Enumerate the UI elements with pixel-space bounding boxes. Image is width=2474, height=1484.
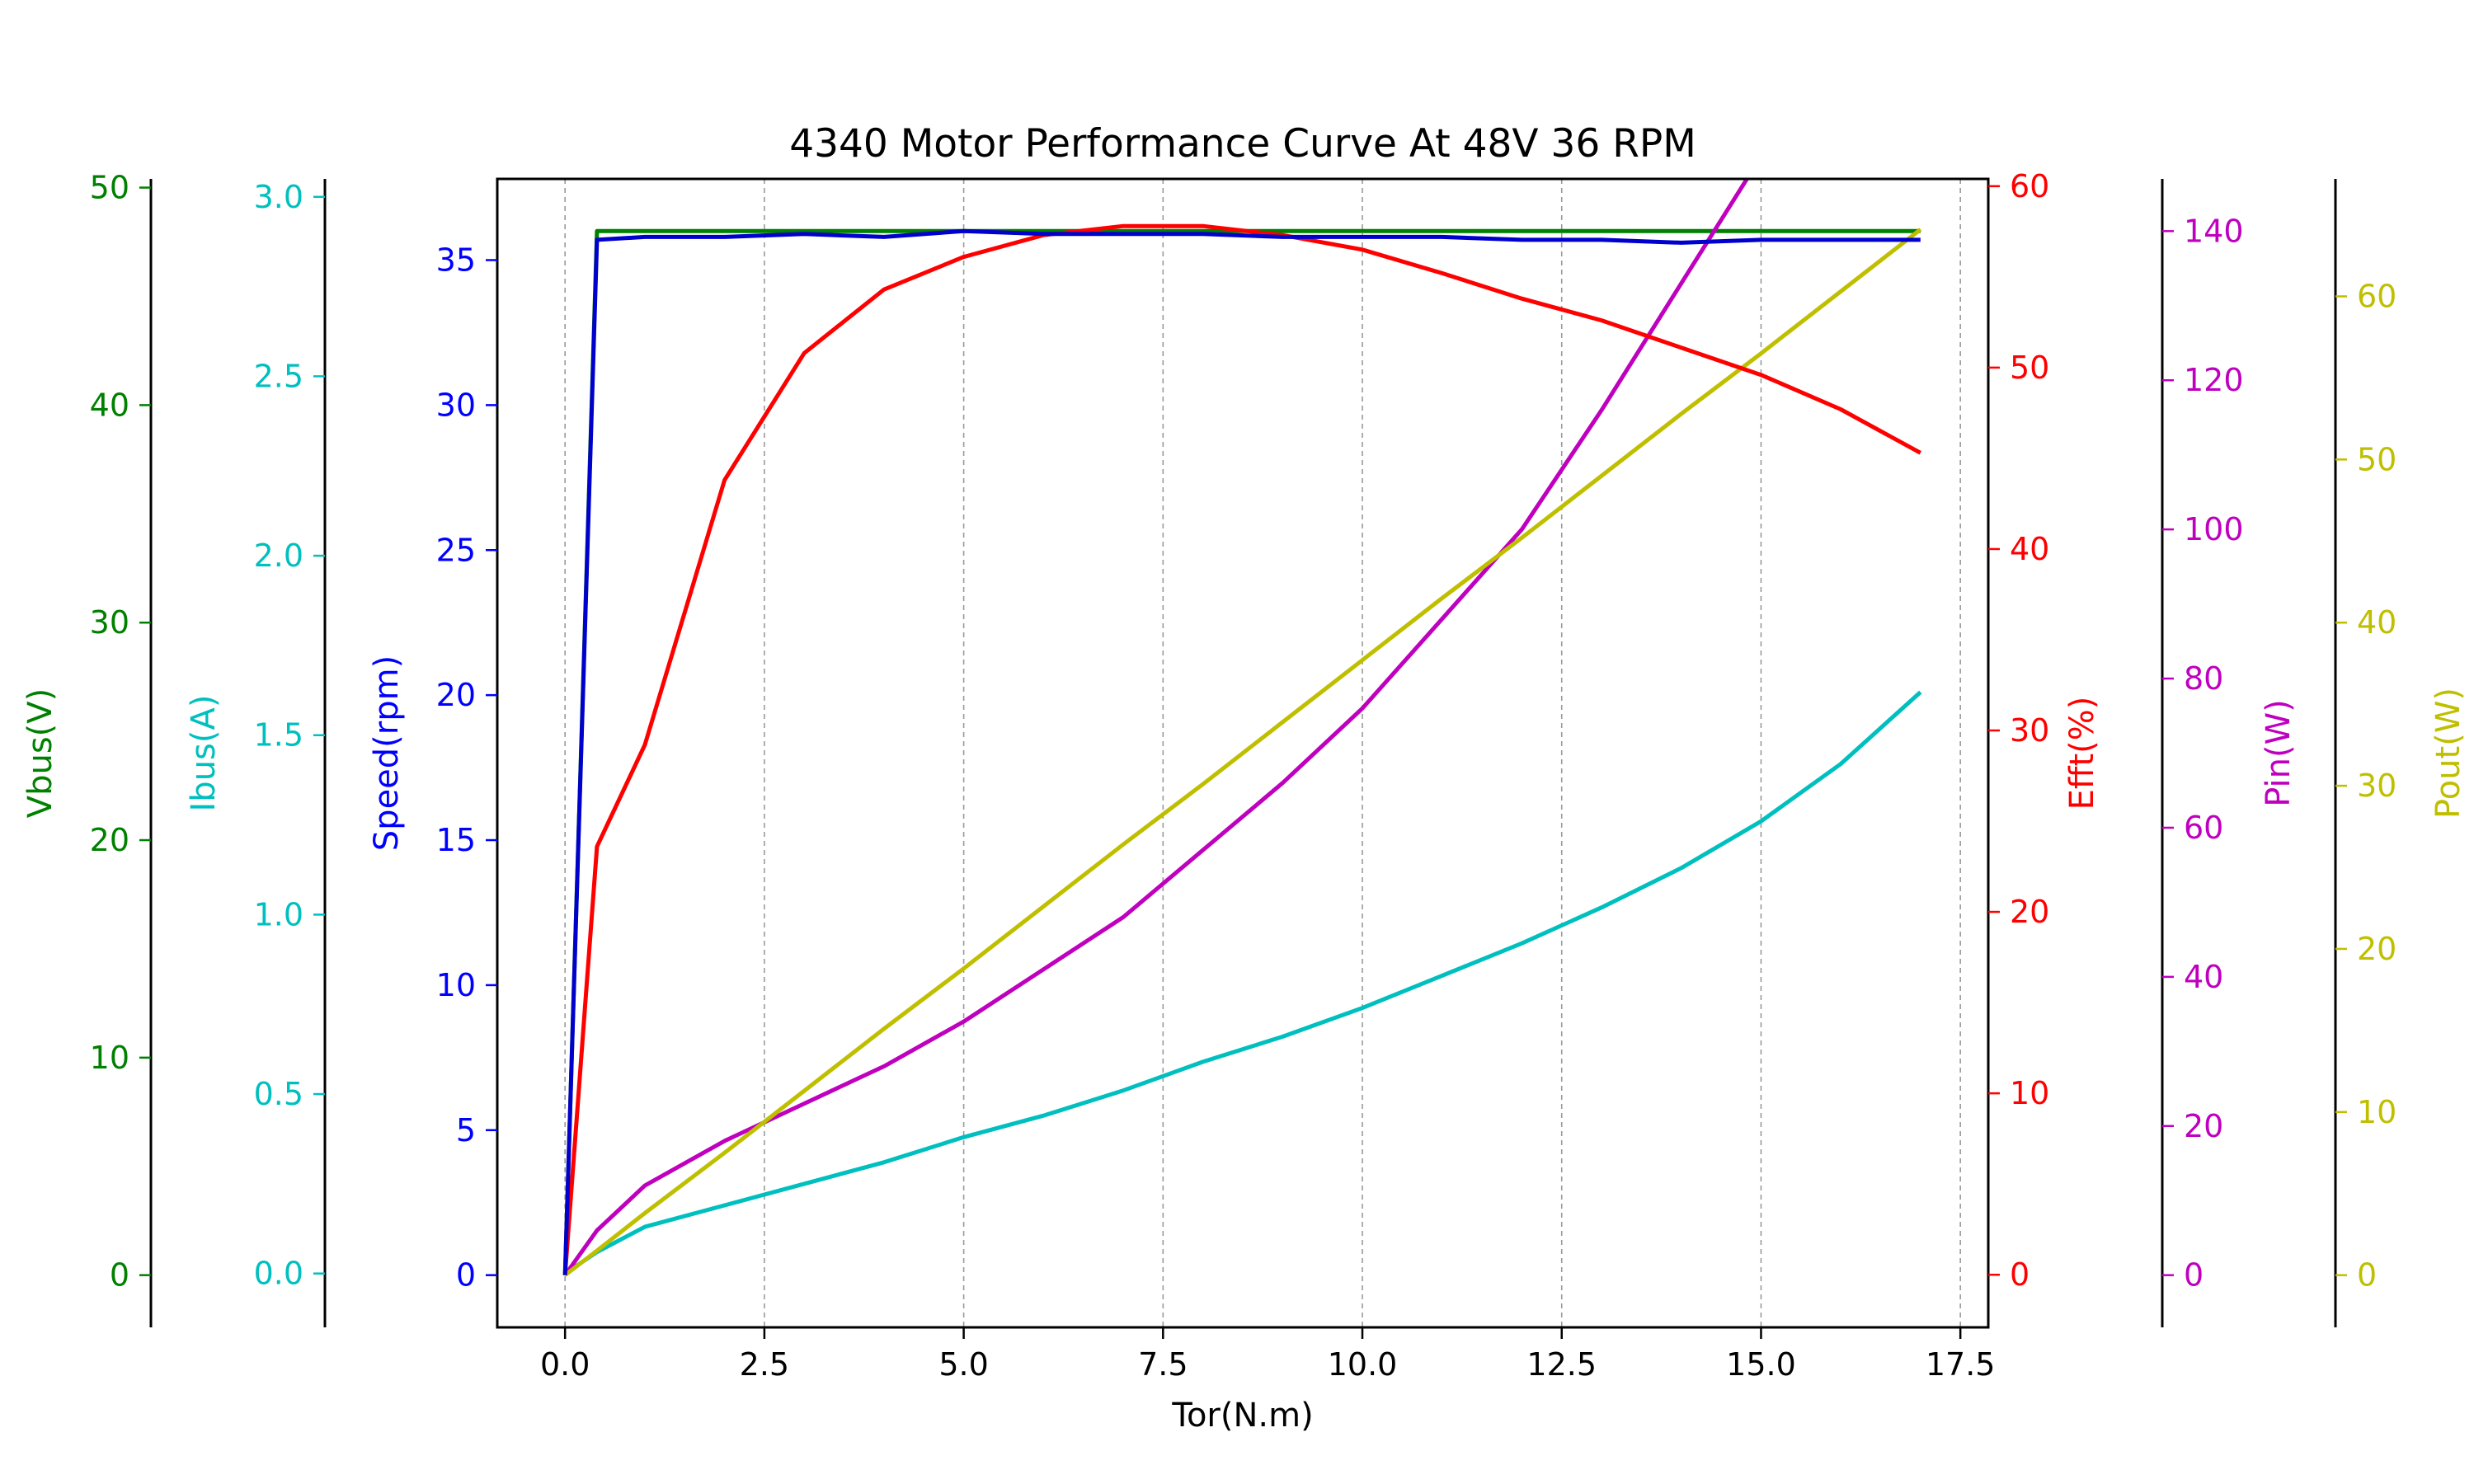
ibus-tick-label: 0.0 (254, 1256, 303, 1292)
x-axis: 0.0 2.5 5.0 7.5 10.0 12.5 15.0 17.5 (540, 1327, 1996, 1383)
ibus-tick-label: 1.5 (254, 717, 303, 754)
efft-axis-title: Efft(%) (2063, 697, 2101, 810)
speed-tick-label: 35 (436, 242, 476, 278)
efft-tick-label: 40 (2010, 531, 2049, 567)
efft-tick-label: 20 (2010, 894, 2049, 930)
efft-tick-label: 60 (2010, 168, 2049, 204)
efft-tick-label: 10 (2010, 1075, 2049, 1111)
pout-tick-label: 30 (2357, 768, 2396, 804)
pout-tick-label: 50 (2357, 441, 2396, 477)
speed-tick-label: 0 (456, 1257, 476, 1294)
pout-tick-label: 60 (2357, 278, 2396, 314)
ibus-axis-title: Ibus(A) (185, 695, 223, 812)
series-layer (562, 179, 1922, 1277)
pin-tick-label: 140 (2184, 213, 2244, 249)
pout-axis-title: Pout(W) (2429, 688, 2467, 819)
vbus-tick-label: 30 (90, 604, 129, 641)
speed-tick-label: 15 (436, 822, 476, 858)
x-tick-label: 7.5 (1138, 1346, 1188, 1383)
efft-tick-label: 30 (2010, 712, 2049, 749)
pout-series-line (563, 228, 1922, 1277)
speed-tick-label: 25 (436, 532, 476, 568)
vbus-tick-label: 0 (110, 1257, 129, 1294)
x-axis-title: Tor(N.m) (1171, 1397, 1313, 1435)
x-tick-label: 12.5 (1526, 1346, 1597, 1383)
pout-tick-label: 20 (2357, 931, 2396, 967)
ibus-tick-label: 1.0 (254, 896, 303, 932)
x-tick-label: 5.0 (938, 1346, 988, 1383)
pout-axis: 0 10 20 30 40 50 60 Pout(W) (2334, 179, 2467, 1327)
vbus-series-line (562, 228, 1921, 1275)
x-tick-label: 2.5 (740, 1346, 789, 1383)
ibus-tick-label: 0.5 (254, 1076, 303, 1112)
x-tick-label: 17.5 (1926, 1346, 1996, 1383)
ibus-axis: 0.0 0.5 1.0 1.5 2.0 2.5 3.0 Ibus(A) (185, 179, 327, 1327)
pout-tick-label: 40 (2357, 604, 2396, 641)
ibus-series-line (563, 690, 1922, 1275)
speed-series-line (562, 228, 1921, 1275)
pin-tick-label: 0 (2184, 1257, 2204, 1294)
pin-axis-title: Pin(W) (2260, 699, 2298, 806)
plot-frame (496, 177, 1990, 1329)
y-axes: 0 5 10 15 20 25 30 35 Speed(rpm) 0.0 0.5 1.0 1.5 2.0 2… (21, 168, 2467, 1327)
efft-tick-label: 0 (2010, 1256, 2030, 1293)
pin-tick-label: 20 (2184, 1108, 2223, 1144)
vbus-tick-label: 20 (90, 822, 129, 858)
efft-series-line (562, 223, 1921, 1275)
x-tick-label: 10.0 (1328, 1346, 1398, 1383)
efft-tick-label: 50 (2010, 350, 2049, 386)
vbus-axis: 0 10 20 30 40 50 Vbus(V) (21, 170, 153, 1327)
vbus-tick-label: 10 (90, 1040, 129, 1076)
ibus-tick-label: 2.5 (254, 358, 303, 394)
pin-axis: 0 20 40 60 80 100 120 140 Pin(W) (2161, 179, 2298, 1327)
ibus-tick-label: 2.0 (254, 538, 303, 574)
speed-axis: 0 5 10 15 20 25 30 35 Speed(rpm) (368, 242, 497, 1294)
x-tick-label: 15.0 (1726, 1346, 1796, 1383)
vbus-tick-label: 50 (90, 170, 129, 206)
speed-tick-label: 5 (456, 1112, 476, 1148)
pout-tick-label: 10 (2357, 1094, 2396, 1130)
speed-tick-label: 10 (436, 967, 476, 1003)
chart-title: 4340 Motor Performance Curve At 48V 36 R… (789, 121, 1696, 167)
speed-tick-label: 20 (436, 677, 476, 713)
pin-tick-label: 80 (2184, 660, 2223, 697)
vbus-tick-label: 40 (90, 387, 129, 423)
pin-series-line (563, 179, 1750, 1277)
speed-tick-label: 30 (436, 387, 476, 423)
pin-tick-label: 120 (2184, 362, 2244, 398)
speed-axis-title: Speed(rpm) (368, 655, 406, 851)
pin-tick-label: 40 (2184, 959, 2223, 995)
pin-tick-label: 100 (2184, 511, 2244, 547)
pin-tick-label: 60 (2184, 810, 2223, 846)
x-tick-label: 0.0 (540, 1346, 590, 1383)
pout-tick-label: 0 (2357, 1257, 2377, 1294)
vbus-axis-title: Vbus(V) (21, 688, 59, 819)
ibus-tick-label: 3.0 (254, 179, 303, 215)
efft-axis: 0 10 20 30 40 50 60 Efft(%) (1988, 168, 2101, 1293)
x-grid (564, 179, 1961, 1327)
